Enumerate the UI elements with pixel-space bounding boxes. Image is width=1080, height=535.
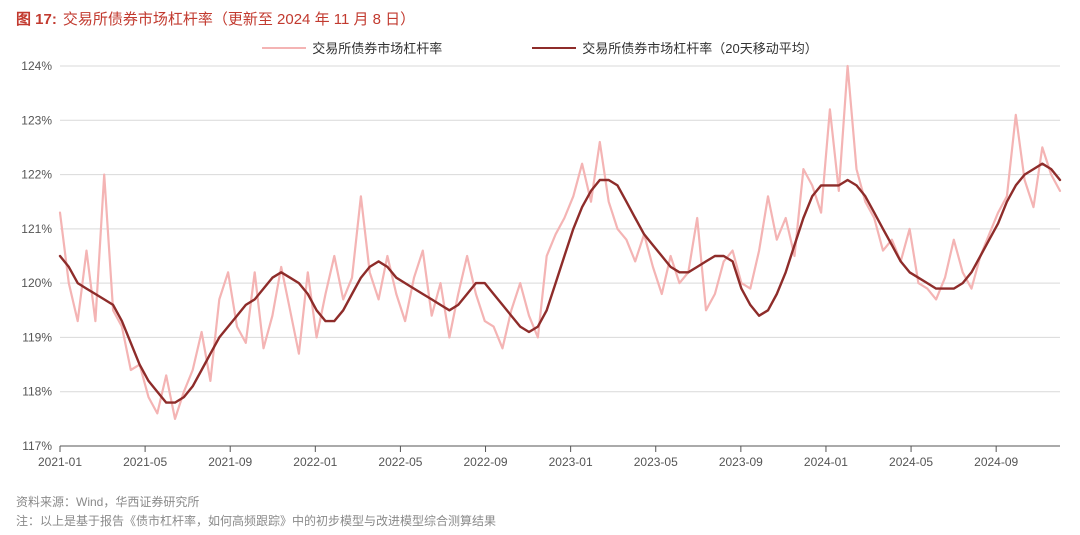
svg-text:117%: 117% — [22, 439, 52, 453]
svg-text:2024-09: 2024-09 — [974, 455, 1018, 469]
svg-text:2021-09: 2021-09 — [208, 455, 252, 469]
figure-footer: 资料来源：Wind，华西证券研究所 注：以上是基于报告《债市杠杆率，如何高频跟踪… — [16, 493, 496, 529]
figure-title-prefix: 图 17: — [16, 8, 57, 29]
svg-text:2024-01: 2024-01 — [804, 455, 848, 469]
svg-text:2023-09: 2023-09 — [719, 455, 763, 469]
svg-text:2022-05: 2022-05 — [378, 455, 422, 469]
svg-text:2022-09: 2022-09 — [464, 455, 508, 469]
legend-label-raw: 交易所债券市场杠杆率 — [312, 38, 442, 57]
source-text: Wind，华西证券研究所 — [76, 495, 199, 509]
svg-text:120%: 120% — [21, 276, 52, 290]
chart-svg: 117% 118% 119% 120% 121% 122% 123% 124% 2021-01 2… — [0, 36, 1080, 486]
legend-item-ma20: 交易所债券市场杠杆率（20天移动平均） — [532, 38, 817, 57]
svg-text:2023-05: 2023-05 — [634, 455, 678, 469]
source-line: 资料来源：Wind，华西证券研究所 — [16, 493, 496, 510]
svg-text:122%: 122% — [21, 168, 52, 182]
svg-text:2021-05: 2021-05 — [123, 455, 167, 469]
legend-swatch-raw — [262, 47, 306, 49]
svg-text:2024-05: 2024-05 — [889, 455, 933, 469]
note-line: 注：以上是基于报告《债市杠杆率，如何高频跟踪》中的初步模型与改进模型综合测算结果 — [16, 512, 496, 529]
figure-title-text: 交易所债券市场杠杆率（更新至 2024 年 11 月 8 日） — [63, 8, 415, 29]
svg-text:118%: 118% — [22, 385, 52, 399]
figure-title: 图 17: 交易所债券市场杠杆率（更新至 2024 年 11 月 8 日） — [16, 8, 415, 29]
svg-text:119%: 119% — [22, 330, 52, 344]
source-label: 资料来源： — [16, 495, 76, 509]
chart-legend: 交易所债券市场杠杆率 交易所债券市场杠杆率（20天移动平均） — [0, 38, 1080, 57]
note-label: 注： — [16, 514, 40, 528]
chart-area: 交易所债券市场杠杆率 交易所债券市场杠杆率（20天移动平均） 117%118%1… — [0, 36, 1080, 486]
svg-text:2023-01: 2023-01 — [549, 455, 593, 469]
svg-text:124%: 124% — [21, 59, 52, 73]
svg-text:121%: 121% — [21, 222, 52, 236]
svg-text:2021-01: 2021-01 — [38, 455, 82, 469]
svg-text:2022-01: 2022-01 — [293, 455, 337, 469]
legend-label-ma20: 交易所债券市场杠杆率（20天移动平均） — [582, 38, 817, 57]
legend-item-raw: 交易所债券市场杠杆率 — [262, 38, 442, 57]
svg-text:123%: 123% — [21, 113, 52, 127]
figure-container: 图 17: 交易所债券市场杠杆率（更新至 2024 年 11 月 8 日） 交易… — [0, 0, 1080, 535]
note-text: 以上是基于报告《债市杠杆率，如何高频跟踪》中的初步模型与改进模型综合测算结果 — [40, 514, 496, 528]
legend-swatch-ma20 — [532, 47, 576, 49]
